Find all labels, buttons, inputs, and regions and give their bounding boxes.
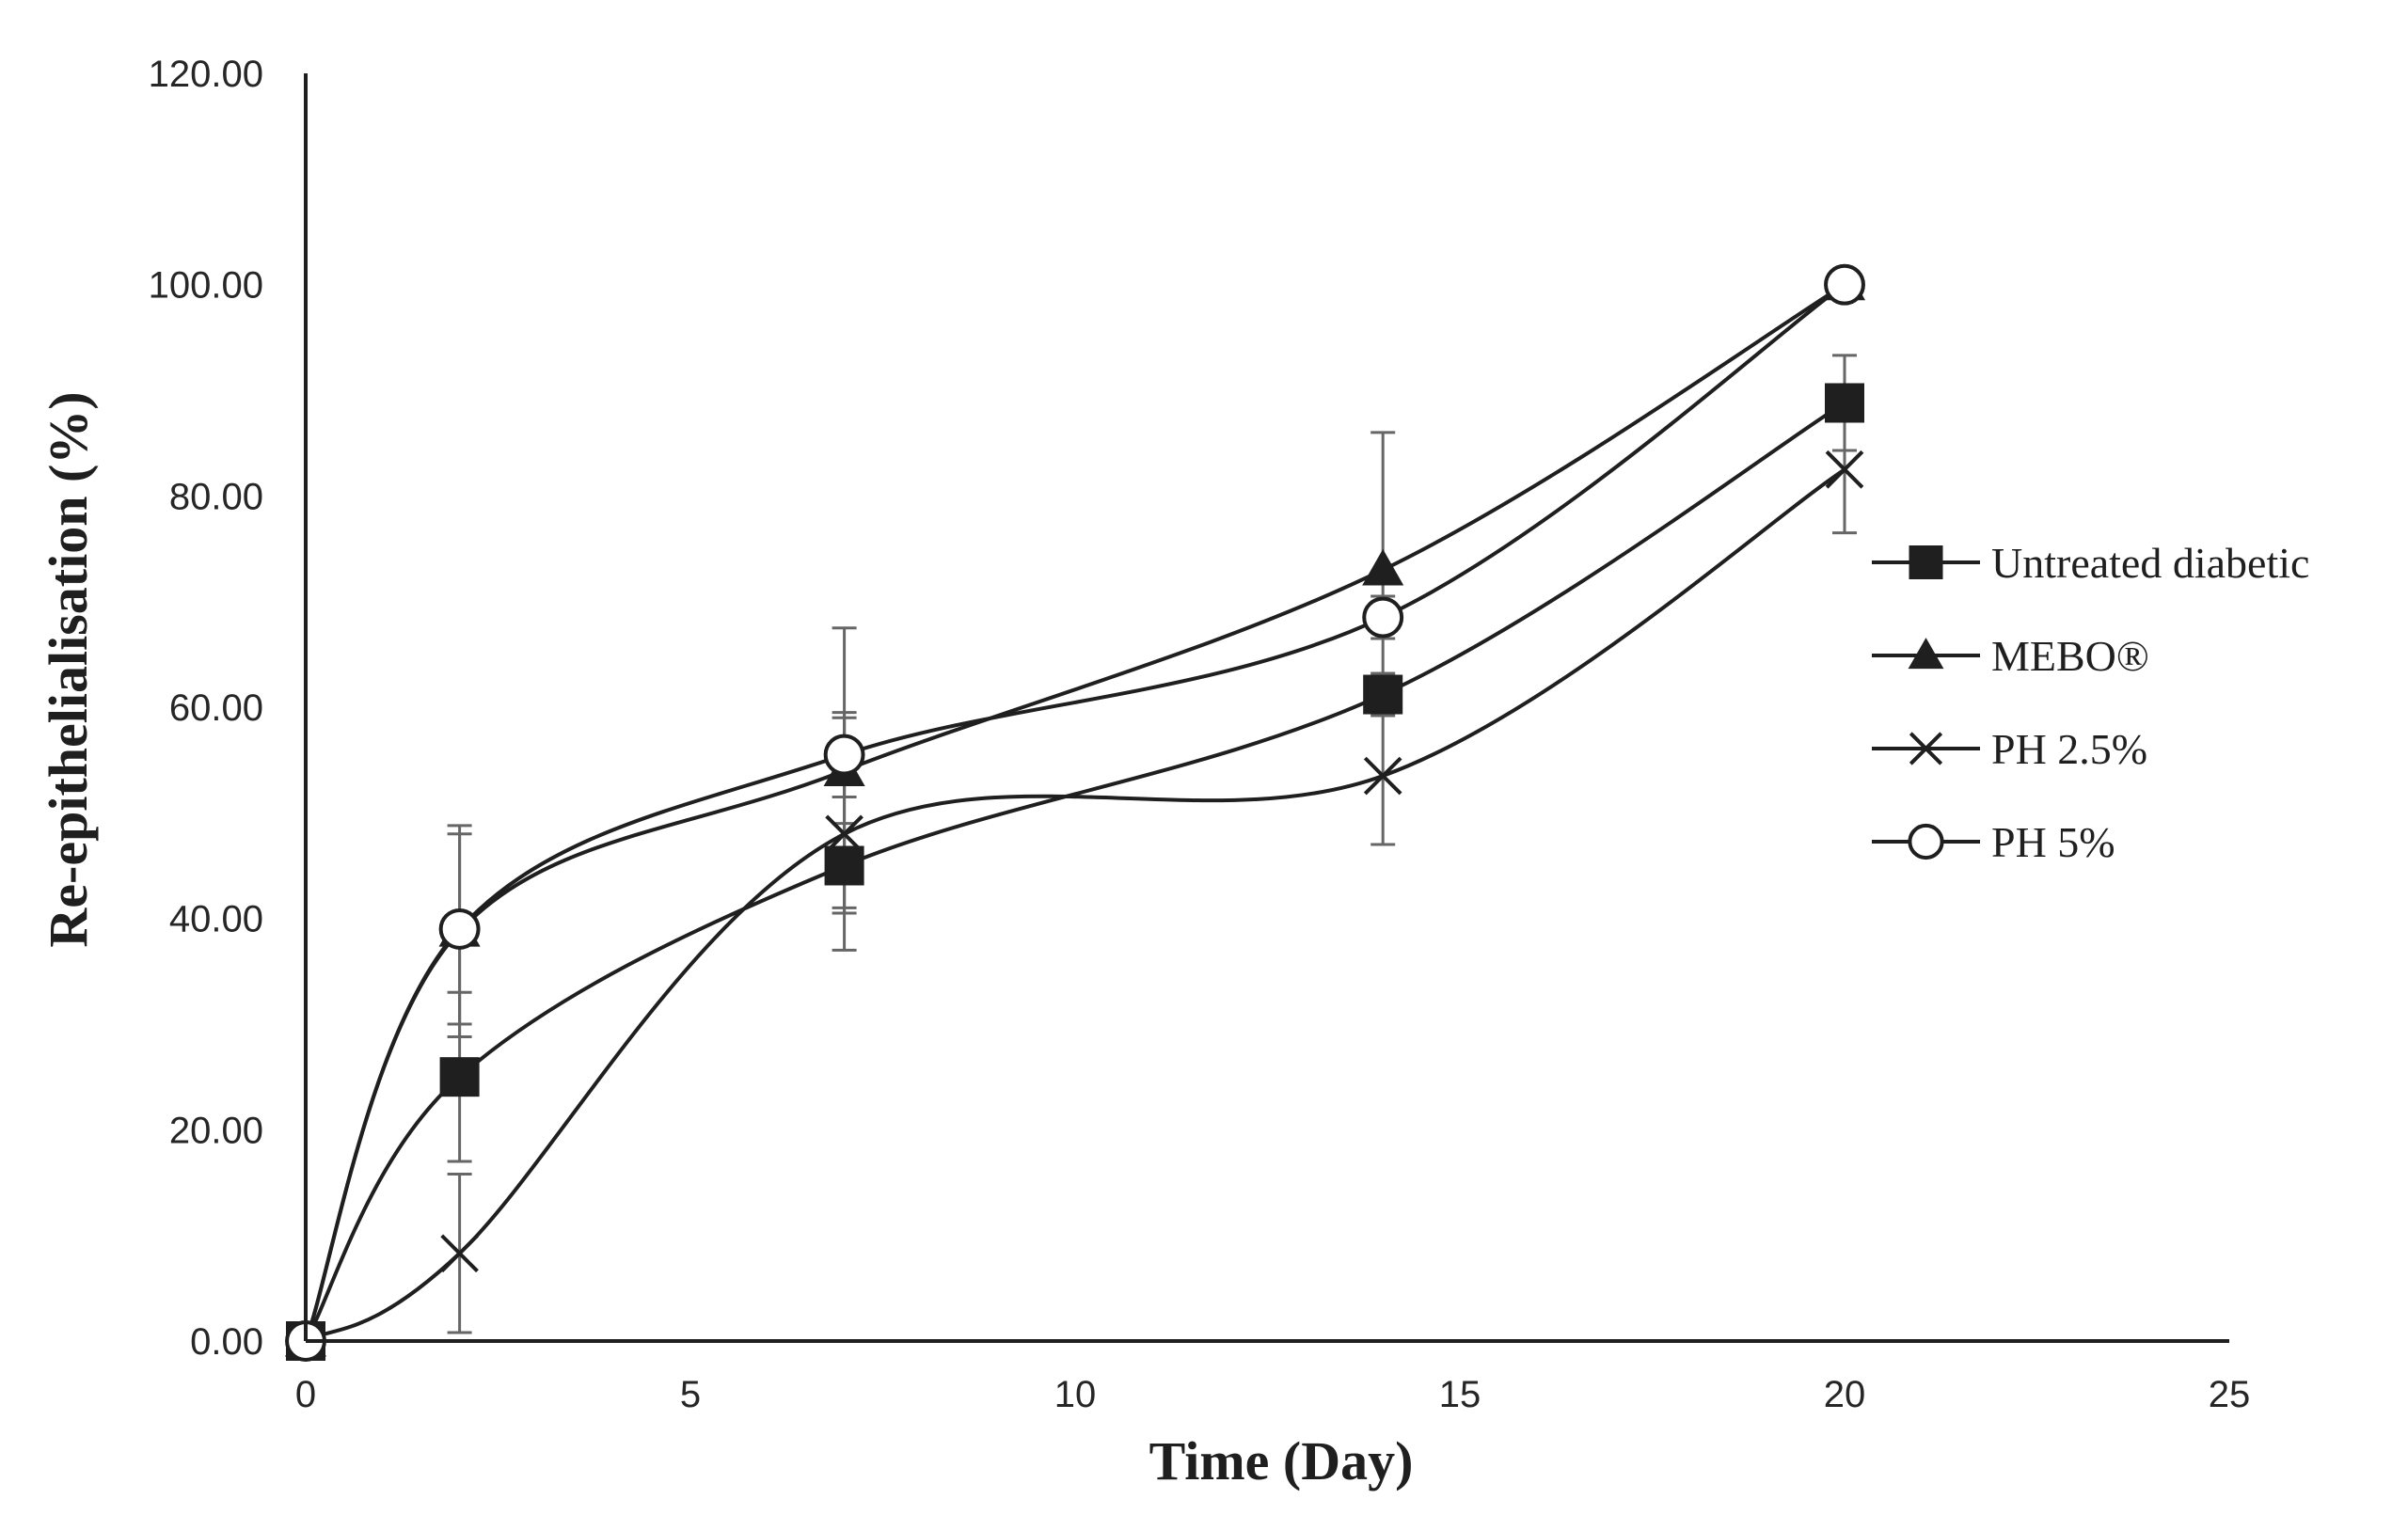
marker-untreated-diabetic-4	[1825, 383, 1864, 423]
y-tick-label-3: 60.00	[169, 687, 263, 729]
legend-label-ph-2-5: PH 2.5%	[1991, 725, 2147, 773]
error-bars	[447, 354, 1857, 1334]
legend-label-untreated-diabetic: Untreated diabetic	[1991, 539, 2309, 587]
y-tick-label-6: 120.00	[149, 54, 263, 95]
marker-ph-2-5-4	[1825, 450, 1864, 489]
marker-untreated-diabetic-1	[439, 1057, 480, 1097]
legend-marker-mebo	[1908, 638, 1944, 670]
marker-untreated-diabetic-3	[1363, 674, 1403, 715]
legend-marker-untreated-diabetic	[1909, 545, 1943, 579]
x-tick-label-2: 10	[1054, 1374, 1097, 1415]
x-tick-label-3: 15	[1439, 1374, 1481, 1415]
y-tick-label-1: 20.00	[169, 1110, 263, 1151]
legend-label-ph-5: PH 5%	[1991, 818, 2115, 866]
marker-ph-5-3	[1362, 596, 1404, 639]
legend-marker-ph-2-5	[1909, 732, 1943, 765]
series-line-untreated-diabetic	[304, 401, 1846, 1343]
x-axis-title: Time (Day)	[1149, 1430, 1414, 1491]
y-tick-label-2: 40.00	[169, 899, 263, 940]
x-tick-label-5: 25	[2209, 1374, 2251, 1415]
series-line-mebo	[304, 282, 1846, 1342]
legend-label-mebo: MEBO®	[1991, 632, 2149, 680]
series-markers	[284, 263, 1866, 1362]
marker-ph-5-4	[1824, 263, 1865, 306]
marker-ph-2-5-3	[1363, 756, 1402, 796]
x-tick-label-0: 0	[295, 1374, 316, 1415]
tick-labels: 0 5 10 15 20 25 0.00 20.00 40.00 60.00 80.00 100.00…	[149, 54, 2251, 1415]
x-tick-label-4: 20	[1824, 1374, 1866, 1415]
marker-ph-5-1	[438, 907, 481, 950]
y-tick-label-4: 80.00	[169, 476, 263, 517]
legend-marker-ph-5	[1908, 823, 1944, 860]
x-tick-label-1: 5	[680, 1374, 701, 1415]
marker-ph-5-2	[823, 734, 865, 776]
marker-mebo-3	[1362, 548, 1404, 586]
marker-untreated-diabetic-2	[824, 845, 864, 886]
axes	[304, 73, 2229, 1343]
marker-ph-2-5-1	[440, 1234, 479, 1273]
series-line-ph-2-5	[305, 467, 1846, 1343]
y-tick-label-0: 0.00	[190, 1321, 263, 1363]
series-line-ph-5	[304, 283, 1846, 1342]
series-lines	[304, 282, 1846, 1343]
y-axis-title: Re-epithelialisation (%)	[38, 391, 99, 947]
y-tick-label-5: 100.00	[149, 265, 263, 307]
legend: Untreated diabetic MEBO® PH 2.5% PH 5%	[1872, 539, 2309, 866]
marker-ph-2-5-2	[825, 814, 863, 854]
